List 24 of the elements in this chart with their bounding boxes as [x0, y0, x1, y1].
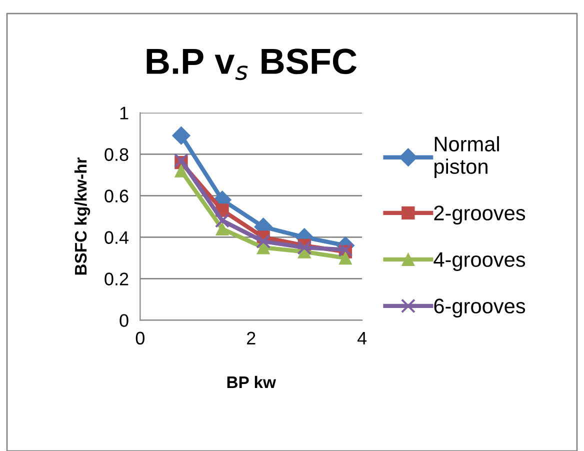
y-tick-label: 1	[120, 106, 128, 120]
point	[214, 213, 230, 228]
y-tick-label: 0.8	[104, 148, 128, 161]
point	[256, 234, 271, 249]
point	[174, 164, 188, 178]
legend-label: 4-grooves	[434, 252, 526, 272]
point	[216, 222, 229, 236]
y-tick-label: 0	[120, 314, 128, 327]
legend-label: 6-grooves	[434, 298, 526, 318]
x-tick-label: 4	[357, 332, 367, 344]
legend-label: Normal piston	[434, 136, 499, 178]
y-tick-label: 0.2	[104, 272, 128, 286]
point	[338, 251, 352, 265]
y-tick-label: 0.4	[104, 231, 129, 244]
y-tick-label: 0.6	[104, 190, 128, 202]
x-axis-title: BP kw	[227, 376, 276, 388]
point	[256, 241, 270, 254]
chart-title: B.P v$_{s}$ BSFC	[146, 48, 357, 80]
point	[338, 242, 353, 257]
point	[172, 126, 190, 145]
legend-label: 2-grooves	[434, 206, 526, 225]
y-axis-title: BSFC kg/kw-hr	[74, 157, 90, 275]
x-tick-label: 0	[136, 332, 144, 345]
x-tick-label: 2	[247, 332, 256, 344]
